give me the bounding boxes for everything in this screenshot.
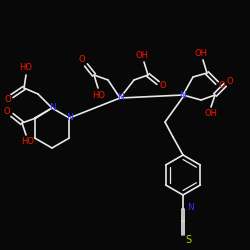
Text: HO: HO — [22, 138, 35, 146]
Text: O: O — [219, 82, 225, 90]
Text: OH: OH — [194, 48, 207, 58]
Text: N: N — [48, 104, 56, 112]
Text: S: S — [185, 235, 191, 245]
Text: O: O — [227, 78, 233, 86]
Text: O: O — [4, 108, 10, 116]
Text: HO: HO — [92, 90, 106, 100]
Text: OH: OH — [136, 50, 148, 59]
Text: N: N — [188, 204, 194, 212]
Text: N: N — [180, 90, 186, 100]
Text: O: O — [5, 94, 11, 104]
Text: N: N — [116, 94, 123, 102]
Text: HO: HO — [20, 64, 32, 72]
Text: OH: OH — [204, 110, 218, 118]
Text: N: N — [66, 114, 73, 122]
Text: O: O — [79, 56, 85, 64]
Text: O: O — [160, 82, 166, 90]
